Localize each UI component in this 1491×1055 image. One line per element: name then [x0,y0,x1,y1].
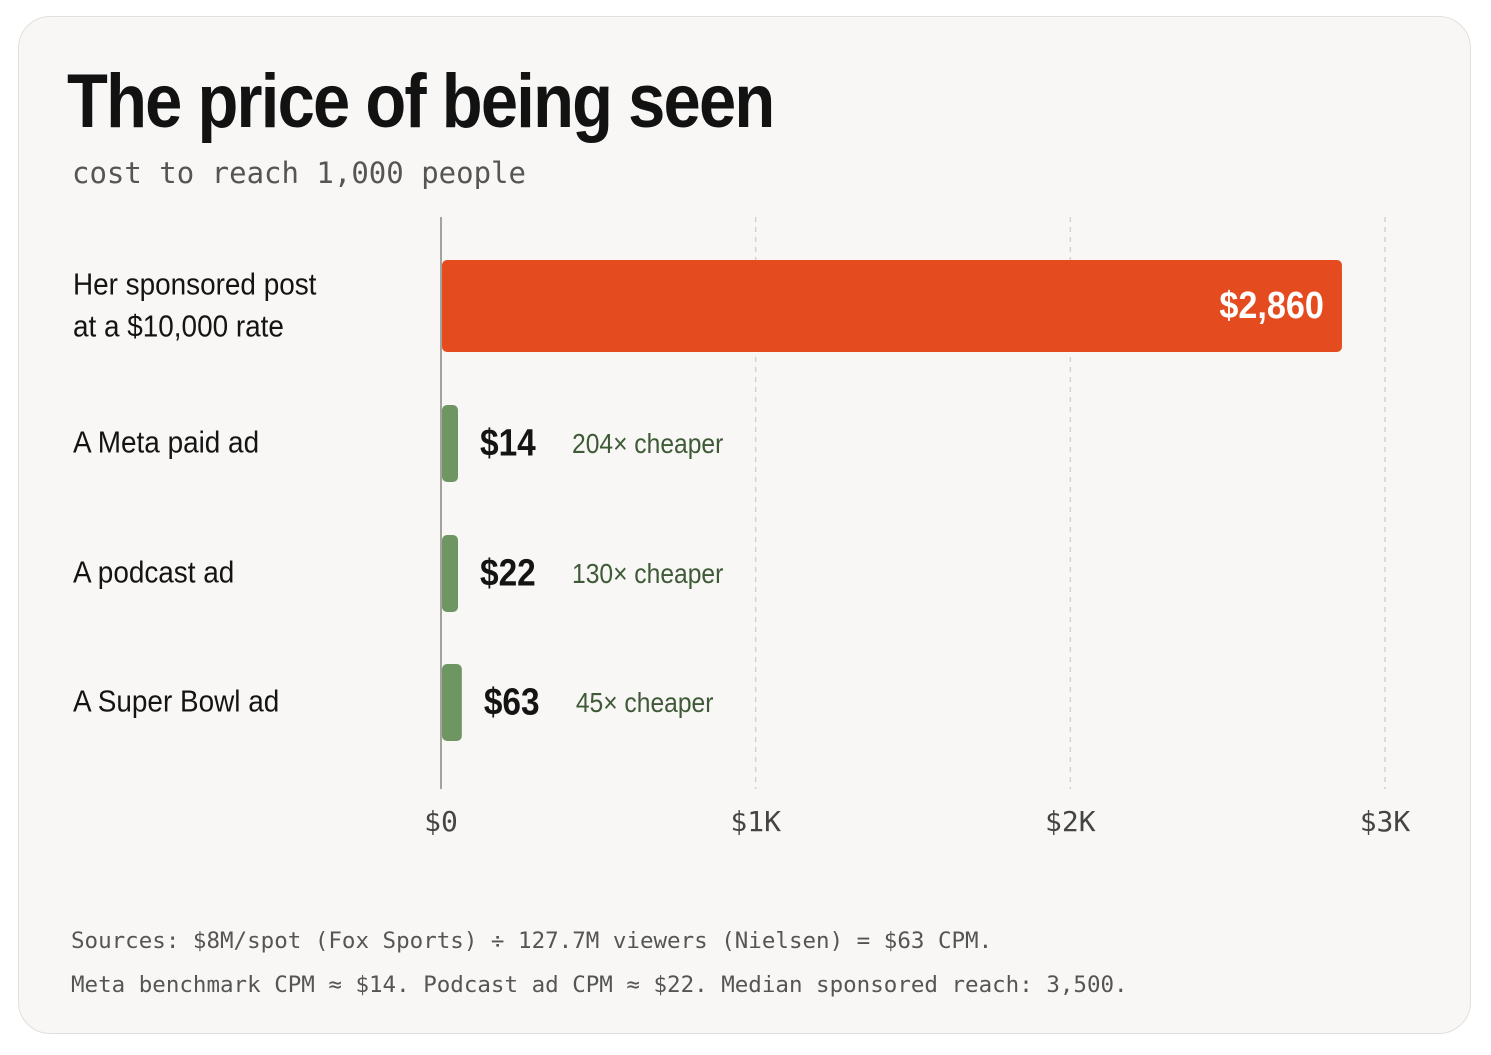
sources-line-1: Sources: $8M/spot (Fox Sports) ÷ 127.7M … [71,928,993,954]
sources-line-2: Meta benchmark CPM ≈ $14. Podcast ad CPM… [71,972,1128,998]
category-label-1: A Meta paid ad [73,425,259,460]
value-label-1: $14 [480,422,536,464]
category-label-line: A Meta paid ad [73,425,259,460]
value-label-2: $22 [480,552,536,594]
category-label-2: A podcast ad [73,555,234,590]
x-tick-label-3: $3K [1360,805,1411,838]
category-label-line: Her sponsored post [73,267,316,302]
x-tick-label-0: $0 [424,805,458,838]
chart-subtitle: cost to reach 1,000 people [72,156,526,190]
category-label-3: A Super Bowl ad [73,684,279,719]
chart-title: The price of being seen [67,59,775,144]
value-label-0: $2,860 [1219,283,1324,326]
x-tick-label-2: $2K [1045,805,1096,838]
bar-3 [442,664,462,741]
bar-2 [442,535,458,612]
sources-note: Sources: $8M/spot (Fox Sports) ÷ 127.7M … [71,919,1128,1007]
chart-card: The price of being seen cost to reach 1,… [18,16,1471,1034]
bar-chart: Her sponsored post at a $10,000 rate $2,86… [73,217,1411,838]
bar-0 [442,260,1342,352]
category-label-0: Her sponsored post at a $10,000 rate [73,267,316,344]
comparison-note-3: 45× cheaper [576,686,714,718]
comparison-note-1: 204× cheaper [572,427,724,459]
x-tick-label-1: $1K [730,805,781,838]
comparison-note-2: 130× cheaper [572,557,724,589]
value-label-3: $63 [484,681,540,723]
category-label-line: at a $10,000 rate [73,309,284,344]
bar-1 [442,405,458,482]
category-label-line: A Super Bowl ad [73,684,279,719]
category-label-line: A podcast ad [73,555,234,590]
